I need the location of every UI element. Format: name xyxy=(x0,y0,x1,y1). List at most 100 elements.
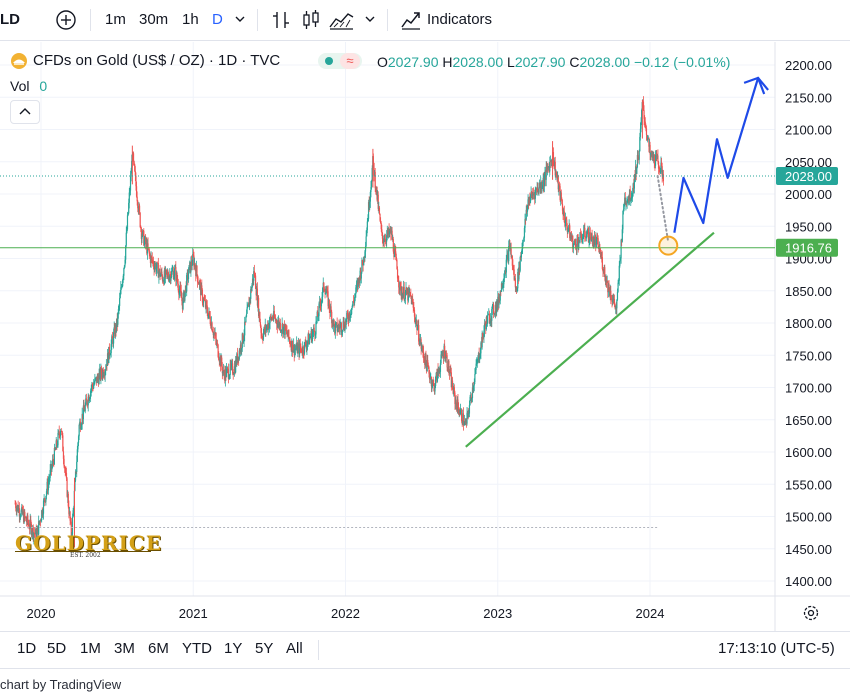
candle-body xyxy=(127,213,129,216)
candle-body xyxy=(266,324,268,328)
candle-body xyxy=(646,134,648,141)
candle-body xyxy=(515,287,518,292)
candle-body xyxy=(279,322,281,327)
chart-type-chevron-icon[interactable] xyxy=(364,15,376,25)
chevron-down-icon[interactable] xyxy=(234,15,246,25)
candle-body xyxy=(125,232,127,246)
candle-body xyxy=(236,353,239,363)
candle-body xyxy=(188,265,190,274)
candle-body xyxy=(65,472,67,474)
candle-body xyxy=(433,385,436,392)
candle-body xyxy=(597,238,599,249)
interval-30m[interactable]: 30m xyxy=(139,11,169,28)
candle-body xyxy=(170,277,172,281)
candle-body xyxy=(369,191,371,202)
candle-body xyxy=(390,230,393,235)
collapse-legend-button[interactable] xyxy=(10,100,40,124)
candle-body xyxy=(622,210,624,230)
candle-body xyxy=(166,272,168,274)
candle-body xyxy=(536,188,538,191)
candle-body xyxy=(231,363,233,365)
candle-body xyxy=(298,343,300,355)
area-chart-icon[interactable] xyxy=(328,9,354,31)
candle-body xyxy=(377,194,379,200)
candle-body xyxy=(528,199,530,205)
candle-body xyxy=(518,262,520,280)
candle-body xyxy=(219,356,222,367)
candle-body xyxy=(273,310,275,319)
candle-body xyxy=(78,424,80,437)
candle-body xyxy=(624,197,626,205)
interval-1m[interactable]: 1m xyxy=(105,11,126,28)
indicators-icon[interactable] xyxy=(400,9,422,31)
range-all[interactable]: All xyxy=(286,640,303,657)
candle-body xyxy=(598,248,600,249)
settings-gear-icon[interactable] xyxy=(801,603,821,623)
candle-body xyxy=(333,319,335,325)
candle-body xyxy=(85,398,88,401)
candle-body xyxy=(647,137,649,139)
candle-body xyxy=(44,498,46,501)
candle-body xyxy=(503,278,505,285)
candle-body xyxy=(308,334,310,345)
candle-body xyxy=(426,359,428,372)
timezone-clock[interactable]: 17:13:10 (UTC-5) xyxy=(718,640,835,657)
market-status-badge[interactable]: ≈ xyxy=(318,53,362,69)
candle-body xyxy=(620,240,622,259)
range-1d[interactable]: 1D xyxy=(17,640,37,657)
candle-body xyxy=(452,389,454,394)
compare-add-icon[interactable] xyxy=(55,9,77,31)
candle-body xyxy=(459,413,461,415)
candle-body xyxy=(198,281,200,285)
candle-body xyxy=(96,375,98,383)
candle-body xyxy=(61,431,63,432)
candle-body xyxy=(639,128,642,137)
candle-body xyxy=(85,398,87,405)
candle-body xyxy=(591,233,593,237)
candle-body xyxy=(148,249,150,254)
range-3m[interactable]: 3M xyxy=(114,640,135,657)
candles-icon[interactable] xyxy=(300,9,322,31)
candle-body xyxy=(472,387,474,390)
interval-1h[interactable]: 1h xyxy=(182,11,199,28)
candle-body xyxy=(209,316,211,324)
symbol-fragment[interactable]: LD xyxy=(0,11,20,28)
range-6m[interactable]: 6M xyxy=(148,640,169,657)
candle-body xyxy=(395,251,397,257)
candle-body xyxy=(24,516,26,518)
candle-body xyxy=(36,531,38,541)
range-1y[interactable]: 1Y xyxy=(224,640,243,657)
candle-body xyxy=(260,326,262,333)
range-5d[interactable]: 5D xyxy=(47,640,67,657)
candle-body xyxy=(48,480,50,483)
candle-body xyxy=(422,351,425,359)
range-5y[interactable]: 5Y xyxy=(255,640,274,657)
candle-body xyxy=(642,101,645,111)
candle-body xyxy=(109,353,112,355)
candle-body xyxy=(326,289,329,292)
candle-body xyxy=(41,510,43,521)
indicators-button[interactable]: Indicators xyxy=(427,11,493,28)
candle-body xyxy=(163,281,165,285)
candle-body xyxy=(167,272,169,278)
candle-body xyxy=(172,270,175,279)
candle-body xyxy=(175,267,177,281)
candle-body xyxy=(542,177,544,186)
tradingview-credit[interactable]: chart by TradingView xyxy=(0,677,122,692)
range-ytd[interactable]: YTD xyxy=(182,640,212,657)
candle-body xyxy=(254,275,257,289)
price-chart[interactable]: 1400.00 1450.00 1500.00 1550.00 1600.00 1650.… xyxy=(0,0,850,632)
candle-body xyxy=(653,154,655,159)
range-1m[interactable]: 1M xyxy=(80,640,101,657)
interval-d[interactable]: D xyxy=(212,11,223,28)
candle-body xyxy=(166,270,168,274)
candle-body xyxy=(474,373,476,383)
candle-body xyxy=(302,346,304,354)
candle-body xyxy=(323,289,326,291)
bar-chart-icon[interactable] xyxy=(270,9,292,31)
candle-body xyxy=(126,215,129,230)
candle-body xyxy=(25,516,27,521)
candle-body xyxy=(483,330,485,338)
candle-body xyxy=(18,508,20,517)
candle-body xyxy=(267,323,269,331)
